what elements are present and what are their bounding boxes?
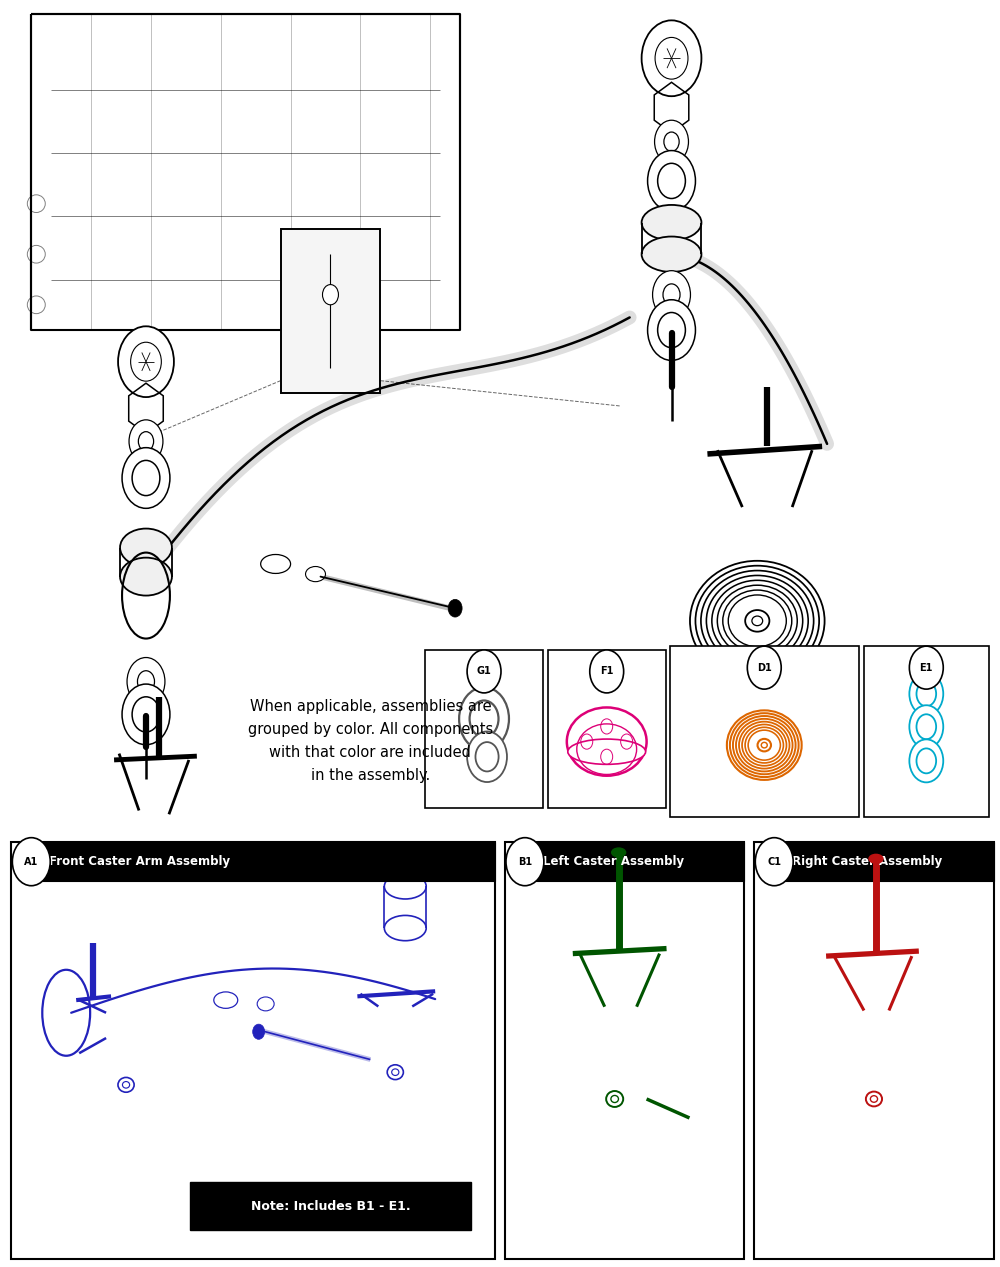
Circle shape <box>137 670 155 692</box>
Circle shape <box>658 313 685 347</box>
Circle shape <box>122 447 170 508</box>
Text: E1: E1 <box>920 663 933 673</box>
Circle shape <box>909 673 943 716</box>
Circle shape <box>653 271 690 319</box>
Circle shape <box>475 742 499 772</box>
Circle shape <box>129 419 163 462</box>
Circle shape <box>655 38 688 79</box>
Circle shape <box>467 731 507 782</box>
Circle shape <box>747 646 781 689</box>
FancyBboxPatch shape <box>784 843 994 882</box>
Circle shape <box>916 682 936 706</box>
Circle shape <box>127 658 165 706</box>
Circle shape <box>132 697 160 732</box>
Circle shape <box>909 706 943 749</box>
Circle shape <box>642 20 701 96</box>
Circle shape <box>648 151 695 212</box>
FancyBboxPatch shape <box>505 843 744 1259</box>
FancyBboxPatch shape <box>670 646 859 817</box>
Circle shape <box>663 284 680 305</box>
Circle shape <box>664 132 679 151</box>
Circle shape <box>648 300 695 360</box>
Ellipse shape <box>138 908 160 927</box>
Circle shape <box>132 460 160 495</box>
Ellipse shape <box>568 739 646 764</box>
Text: Left Caster Assembly: Left Caster Assembly <box>543 855 684 868</box>
Circle shape <box>122 684 170 745</box>
Circle shape <box>459 687 509 750</box>
FancyBboxPatch shape <box>864 646 989 817</box>
Ellipse shape <box>612 848 626 856</box>
Circle shape <box>138 432 154 451</box>
Circle shape <box>755 837 793 886</box>
Circle shape <box>467 650 501 693</box>
Ellipse shape <box>392 1069 399 1076</box>
Circle shape <box>658 163 685 199</box>
Text: A1: A1 <box>24 856 38 867</box>
Circle shape <box>470 701 499 737</box>
Text: F1: F1 <box>600 666 613 677</box>
Ellipse shape <box>870 1096 878 1102</box>
Circle shape <box>909 646 943 689</box>
Ellipse shape <box>611 1096 618 1102</box>
FancyBboxPatch shape <box>535 843 744 882</box>
Text: Right Caster Assembly: Right Caster Assembly <box>792 855 942 868</box>
Circle shape <box>322 285 338 305</box>
Ellipse shape <box>120 557 172 595</box>
Circle shape <box>916 715 936 739</box>
Circle shape <box>506 837 544 886</box>
FancyBboxPatch shape <box>11 843 495 1259</box>
Circle shape <box>131 342 161 381</box>
Ellipse shape <box>761 742 767 748</box>
Text: Front Caster Arm Assembly: Front Caster Arm Assembly <box>49 855 230 868</box>
Ellipse shape <box>758 739 771 751</box>
Text: When applicable, assemblies are
grouped by color. All components
with that color: When applicable, assemblies are grouped … <box>248 699 493 783</box>
FancyBboxPatch shape <box>41 843 495 882</box>
Ellipse shape <box>869 854 883 863</box>
FancyBboxPatch shape <box>281 229 380 393</box>
Ellipse shape <box>745 609 769 632</box>
Ellipse shape <box>120 528 172 566</box>
Ellipse shape <box>752 616 763 626</box>
Circle shape <box>909 740 943 782</box>
Circle shape <box>118 327 174 397</box>
Ellipse shape <box>642 205 701 241</box>
Text: C1: C1 <box>767 856 781 867</box>
Ellipse shape <box>261 555 291 574</box>
Ellipse shape <box>642 237 701 272</box>
Circle shape <box>448 599 462 617</box>
Ellipse shape <box>866 1092 882 1106</box>
Circle shape <box>916 749 936 773</box>
Circle shape <box>655 120 688 163</box>
Text: B1: B1 <box>518 856 532 867</box>
Ellipse shape <box>306 566 325 582</box>
Ellipse shape <box>122 1082 130 1088</box>
Ellipse shape <box>118 1077 134 1092</box>
FancyBboxPatch shape <box>754 843 994 1259</box>
Text: D1: D1 <box>757 663 772 673</box>
Text: G1: G1 <box>477 666 491 677</box>
FancyBboxPatch shape <box>548 650 666 808</box>
Ellipse shape <box>387 1064 403 1079</box>
Ellipse shape <box>606 1091 623 1107</box>
Ellipse shape <box>144 914 154 922</box>
FancyBboxPatch shape <box>190 1182 471 1230</box>
Circle shape <box>253 1024 265 1039</box>
FancyBboxPatch shape <box>425 650 543 808</box>
Circle shape <box>12 837 50 886</box>
Text: Note: Includes B1 - E1.: Note: Includes B1 - E1. <box>251 1200 410 1213</box>
Circle shape <box>590 650 624 693</box>
